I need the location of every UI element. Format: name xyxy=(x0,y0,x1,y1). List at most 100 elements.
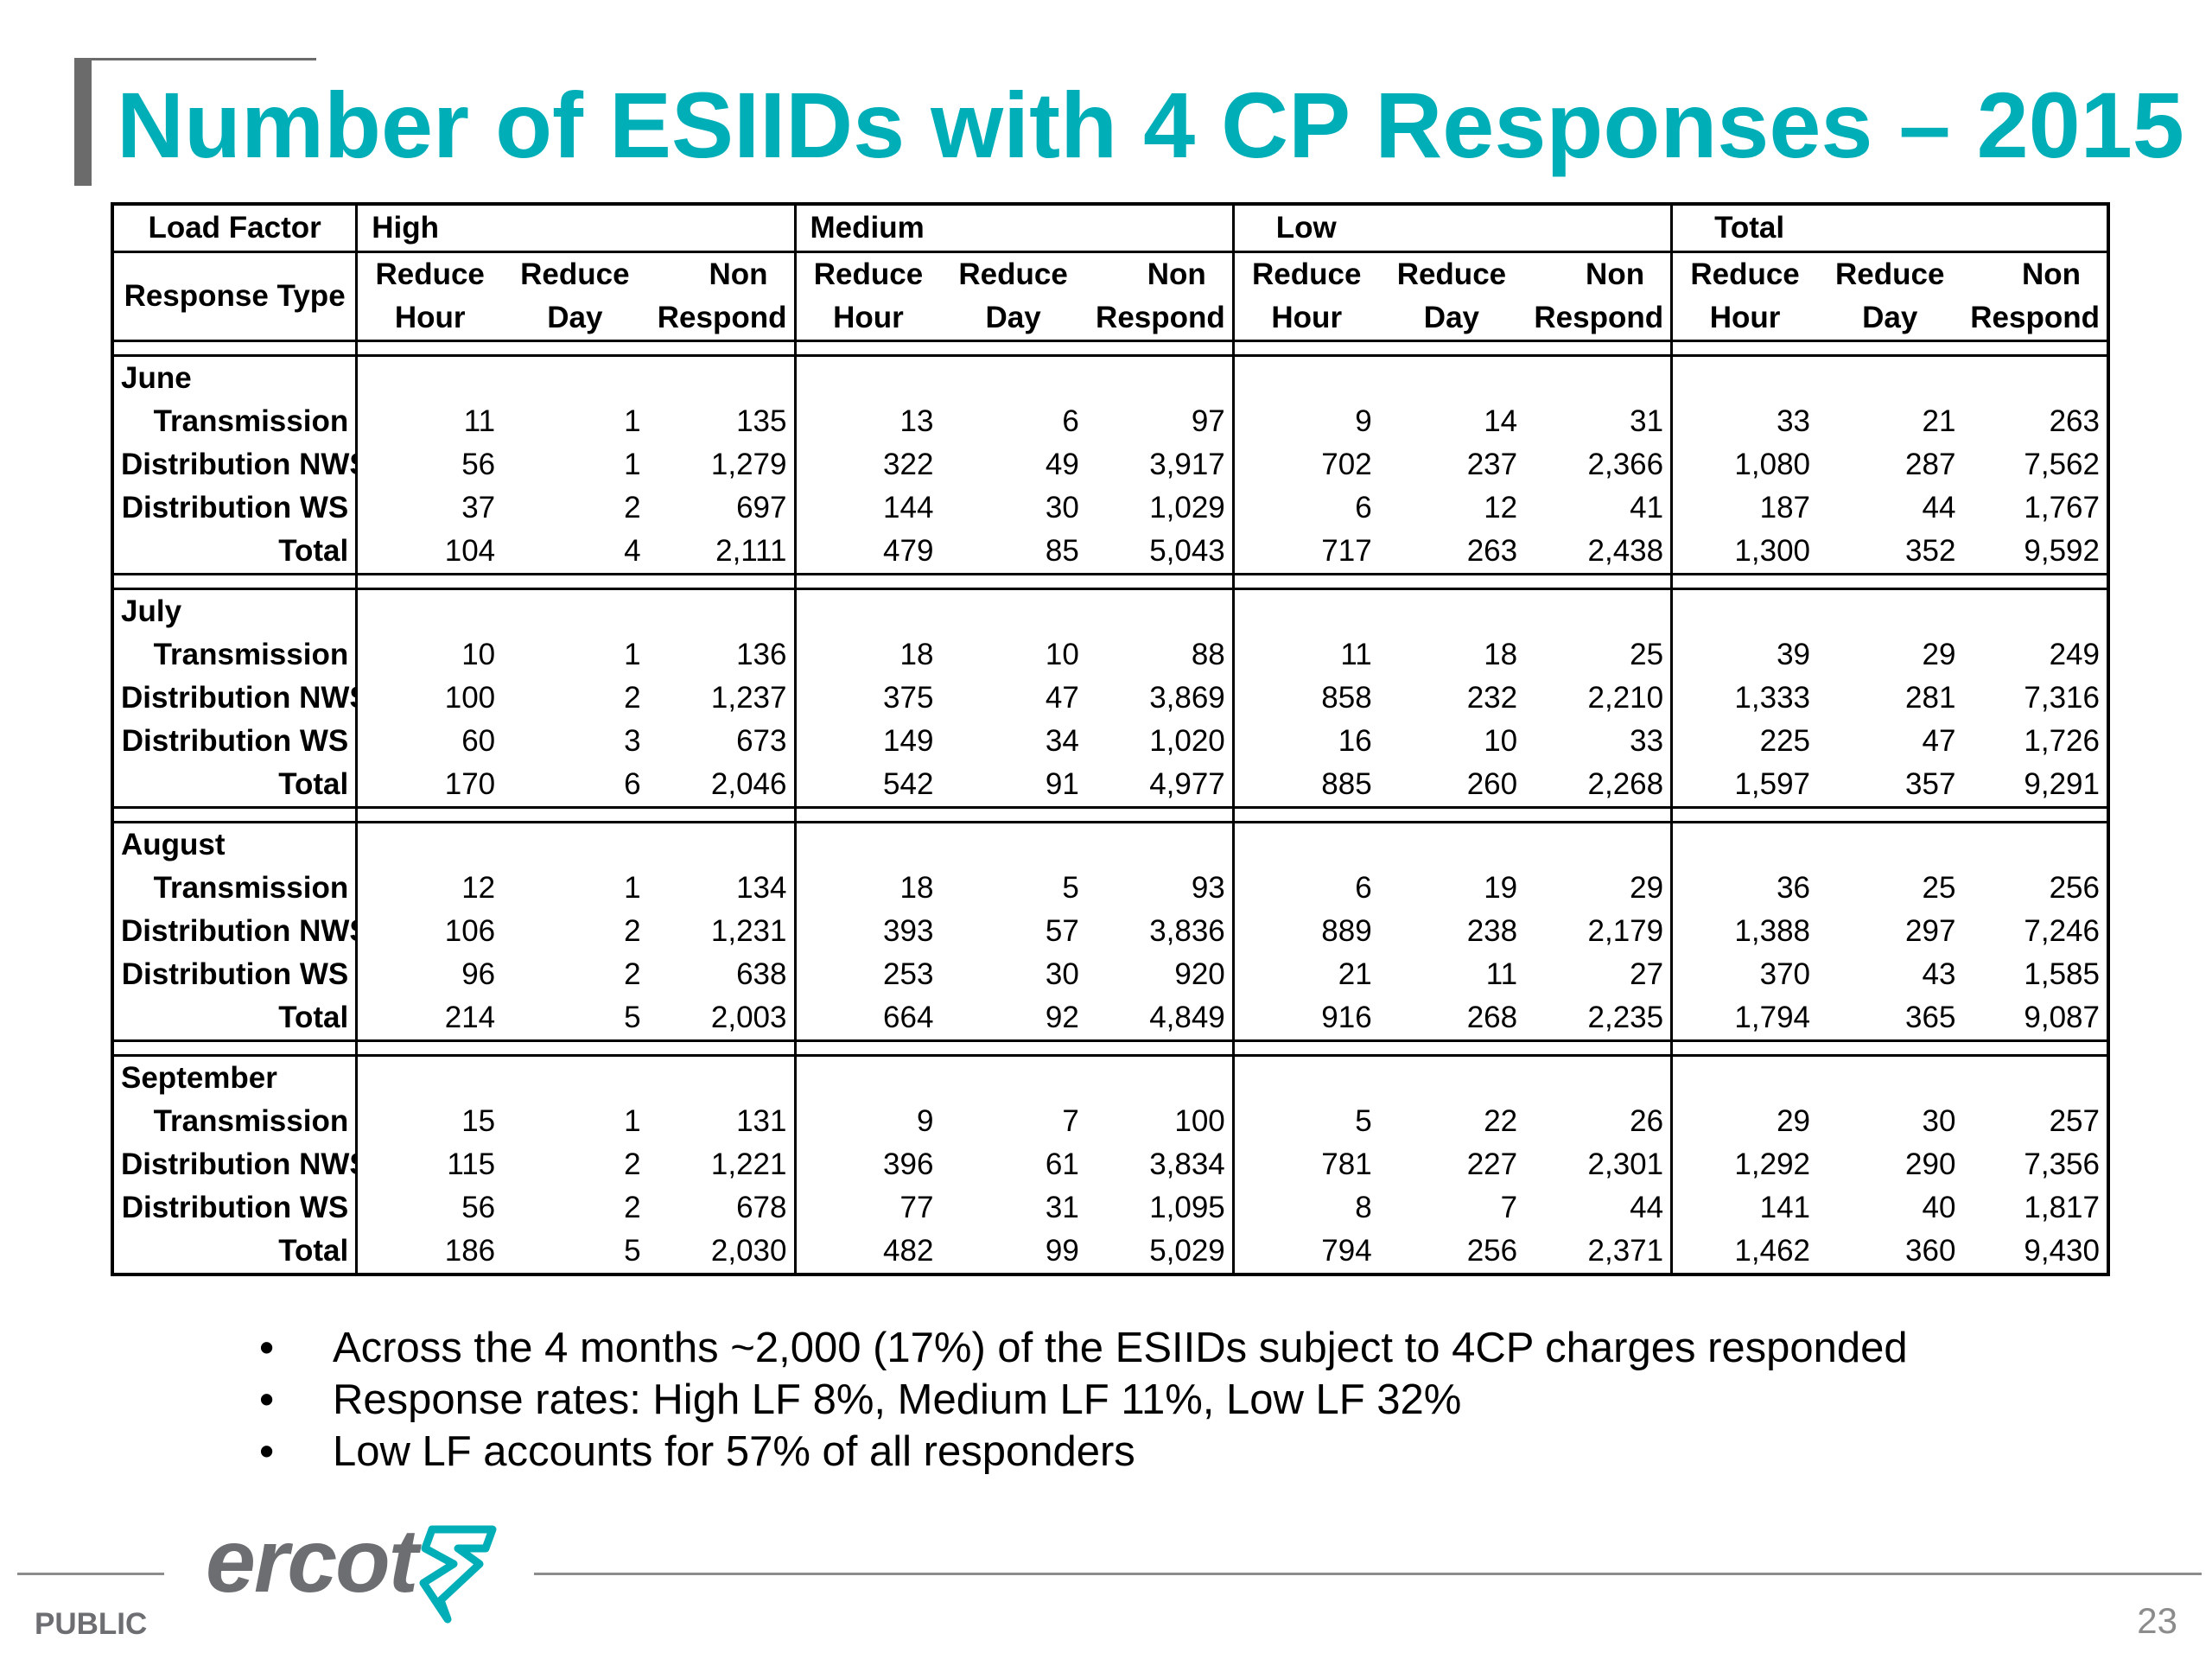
table-row: Transmission 12 1 134 18 5 93 6 19 29 36 25 256 xyxy=(112,867,2108,910)
empty-cell xyxy=(793,355,941,400)
value-cell: 9,592 xyxy=(2024,534,2100,568)
separator-cell xyxy=(793,806,941,823)
value-cell: 2,371 xyxy=(1587,1234,1664,1268)
value-cell: 9 xyxy=(1231,400,1379,443)
empty-cell xyxy=(793,588,941,633)
value-cell: 1,726 xyxy=(2024,724,2100,758)
value-cell: 1 xyxy=(624,871,641,905)
value-cell: 678 xyxy=(736,1191,787,1224)
value-cell: 889 xyxy=(1231,910,1379,953)
empty-cell xyxy=(1670,1055,1818,1100)
separator-cell xyxy=(1817,573,1963,590)
row-label: Total xyxy=(112,996,359,1041)
value-cell: 60 xyxy=(355,720,503,763)
empty-cell xyxy=(1086,1056,1233,1101)
bullet-dot-icon: • xyxy=(259,1325,275,1371)
row-label: Transmission xyxy=(112,867,359,910)
separator-cell xyxy=(355,1039,503,1057)
empty-cell xyxy=(648,589,795,634)
separator-cell xyxy=(355,573,503,590)
separator-cell xyxy=(1962,340,2108,357)
month-separator xyxy=(112,340,2108,357)
separator-cell xyxy=(355,340,503,357)
header-row-response-line2: Hour Day Respond Hour Day Respond Hour D… xyxy=(112,296,2108,342)
bullet-text: Low LF accounts for 57% of all responder… xyxy=(333,1428,1135,1475)
row-label: Transmission xyxy=(112,633,359,677)
separator-cell xyxy=(1231,340,1379,357)
value-cell: 100 xyxy=(1174,1104,1225,1138)
empty-cell xyxy=(793,1055,941,1100)
empty-cell xyxy=(1231,588,1379,633)
value-cell: 85 xyxy=(1045,534,1079,568)
value-cell: 393 xyxy=(793,910,941,953)
value-cell: 5,043 xyxy=(1149,534,1225,568)
table-row: Distribution NWS 56 1 1,279 322 49 3,917 702 237… xyxy=(112,443,2108,486)
separator-cell xyxy=(793,573,941,590)
empty-cell xyxy=(1524,823,1671,868)
value-cell: 88 xyxy=(1191,638,1225,671)
value-cell: 2,111 xyxy=(715,534,787,568)
empty-cell xyxy=(502,823,647,868)
value-cell: 8 xyxy=(1231,1186,1379,1230)
value-cell: 33 xyxy=(1670,400,1818,443)
value-cell: 1,333 xyxy=(1670,677,1818,720)
value-cell: 717 xyxy=(1231,530,1379,575)
empty-cell xyxy=(1817,823,1962,868)
value-cell: 21 xyxy=(1231,953,1379,996)
value-cell: 25 xyxy=(1922,871,1956,905)
empty-cell xyxy=(355,1055,503,1100)
value-cell: 1 xyxy=(624,638,641,671)
col-header-line1: Reduce xyxy=(1835,257,1945,291)
row-label: Total xyxy=(112,1230,359,1274)
value-cell: 6 xyxy=(1231,486,1379,530)
empty-cell xyxy=(1817,356,1962,401)
value-cell: 7,246 xyxy=(2024,914,2100,948)
separator-cell xyxy=(112,340,359,357)
empty-cell xyxy=(1231,355,1379,400)
separator-cell xyxy=(1085,1039,1234,1057)
value-cell: 9,087 xyxy=(2024,1001,2100,1034)
value-cell: 7 xyxy=(1062,1104,1079,1138)
value-cell: 237 xyxy=(1466,448,1518,481)
row-label: Distribution WS xyxy=(112,720,359,763)
value-cell: 18 xyxy=(793,867,941,910)
value-cell: 1,597 xyxy=(1670,763,1818,808)
value-cell: 297 xyxy=(1905,914,1956,948)
value-cell: 702 xyxy=(1231,443,1379,486)
value-cell: 2,046 xyxy=(710,767,787,801)
row-label: Total xyxy=(112,763,359,808)
value-cell: 21 xyxy=(1922,404,1956,438)
separator-cell xyxy=(1670,1039,1818,1057)
value-cell: 10 xyxy=(1045,638,1079,671)
value-cell: 29 xyxy=(1922,638,1956,671)
value-cell: 482 xyxy=(793,1230,941,1274)
bullet-item: • Across the 4 months ~2,000 (17%) of the… xyxy=(259,1322,1908,1374)
summary-bullets: • Across the 4 months ~2,000 (17%) of the… xyxy=(259,1322,1908,1478)
value-cell: 2,366 xyxy=(1587,448,1664,481)
value-cell: 2,301 xyxy=(1587,1147,1664,1181)
value-cell: 106 xyxy=(355,910,503,953)
col-header-line1: Reduce xyxy=(1396,257,1507,291)
separator-cell xyxy=(1378,340,1525,357)
value-cell: 2 xyxy=(624,1191,641,1224)
value-cell: 6 xyxy=(1062,404,1079,438)
value-cell: 1,300 xyxy=(1670,530,1818,575)
value-cell: 27 xyxy=(1630,957,1664,991)
value-cell: 2 xyxy=(624,1147,641,1181)
value-cell: 6 xyxy=(1231,867,1379,910)
separator-cell xyxy=(647,573,795,590)
value-cell: 290 xyxy=(1905,1147,1956,1181)
value-cell: 1,080 xyxy=(1670,443,1818,486)
col-header-line2: Respond xyxy=(647,296,795,342)
col-header-line2: Day xyxy=(1378,296,1525,342)
value-cell: 30 xyxy=(1045,957,1079,991)
value-cell: 360 xyxy=(1905,1234,1956,1268)
value-cell: 4 xyxy=(624,534,641,568)
empty-cell xyxy=(1231,822,1379,867)
separator-cell xyxy=(1817,1039,1963,1057)
separator-cell xyxy=(1524,340,1672,357)
value-cell: 2 xyxy=(624,914,641,948)
col-header-line1: Reduce xyxy=(1670,251,1818,296)
value-cell: 15 xyxy=(355,1100,503,1143)
value-cell: 920 xyxy=(1174,957,1225,991)
